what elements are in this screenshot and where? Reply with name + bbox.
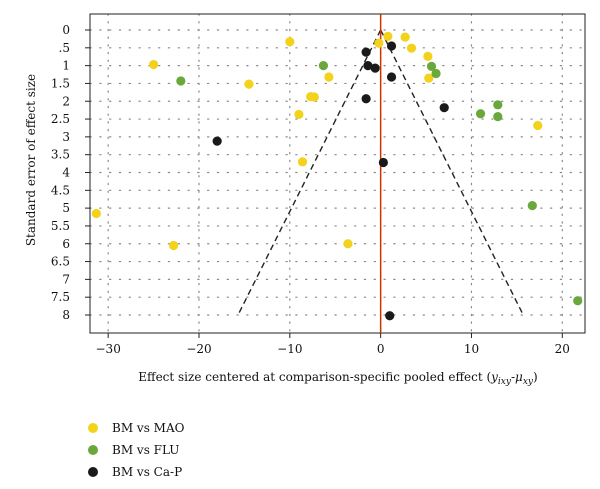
- y-tick-label: 5.5: [51, 219, 70, 233]
- point-bm-vs-mao: [383, 31, 393, 42]
- legend-marker-mao: [88, 423, 98, 433]
- point-bm-vs-ca-p: [361, 94, 371, 104]
- point-bm-vs-ca-p: [386, 72, 397, 82]
- legend-marker-cap: [88, 467, 98, 477]
- point-bm-vs-mao: [309, 92, 319, 102]
- legend-item-flu: BM vs FLU: [88, 439, 184, 461]
- x-tick-label: −30: [96, 342, 121, 356]
- point-bm-vs-ca-p: [361, 47, 371, 57]
- x-axis-close: ): [533, 370, 538, 384]
- point-bm-vs-mao: [294, 109, 304, 120]
- point-bm-vs-ca-p: [378, 157, 388, 168]
- point-bm-vs-mao: [423, 51, 433, 61]
- legend-label-flu: BM vs FLU: [112, 443, 180, 457]
- point-bm-vs-ca-p: [212, 136, 222, 146]
- y-axis-title: Standard error of effect size: [24, 74, 38, 246]
- point-bm-vs-flu: [318, 61, 329, 71]
- y-tick-label: 2.5: [51, 112, 70, 126]
- x-axis-var-mu: μ: [515, 370, 523, 384]
- point-bm-vs-flu: [493, 100, 503, 110]
- x-tick-label: −10: [277, 342, 302, 356]
- y-tick-label: 7: [62, 272, 70, 286]
- point-bm-vs-flu: [431, 68, 441, 79]
- legend-item-cap: BM vs Ca-P: [88, 461, 184, 483]
- y-tick-label: .5: [59, 41, 70, 55]
- point-bm-vs-flu: [426, 61, 437, 71]
- x-axis-title: Effect size centered at comparison-speci…: [138, 370, 537, 387]
- point-bm-vs-mao: [285, 37, 295, 47]
- x-tick-label: 20: [555, 342, 570, 356]
- y-tick-label: 0: [62, 23, 70, 37]
- x-tick-label: −20: [186, 342, 211, 356]
- y-tick-label: 4: [62, 166, 70, 180]
- x-tick-label: 0: [377, 342, 385, 356]
- axis-ticks: 0 .5 1 1.5 2 2.5 3 3.5 4 4.5 5 5.5 6 6.5 7 7.5 8 −30 −20 −1…: [51, 23, 570, 356]
- y-tick-label: 6.5: [51, 255, 70, 269]
- legend: BM vs MAO BM vs FLU BM vs Ca-P: [88, 417, 184, 483]
- point-bm-vs-mao: [148, 59, 159, 70]
- y-tick-label: 3.5: [51, 148, 70, 162]
- point-bm-vs-mao: [406, 43, 417, 53]
- point-bm-vs-mao: [91, 208, 101, 219]
- x-axis-minus: -: [511, 370, 515, 384]
- point-bm-vs-flu: [475, 109, 486, 119]
- point-bm-vs-mao: [168, 240, 179, 251]
- x-axis-var-y: y: [490, 370, 498, 384]
- point-bm-vs-mao: [244, 79, 254, 89]
- point-bm-vs-flu: [527, 201, 537, 211]
- y-tick-label: 3: [62, 130, 70, 144]
- point-bm-vs-ca-p: [363, 61, 373, 71]
- funnel-lines: [237, 29, 524, 316]
- x-axis-title-main: Effect size centered at comparison-speci…: [138, 370, 491, 384]
- point-bm-vs-flu: [176, 76, 186, 86]
- x-tick-label: 10: [464, 342, 479, 356]
- point-bm-vs-ca-p: [385, 311, 395, 321]
- legend-label-mao: BM vs MAO: [112, 421, 185, 435]
- y-tick-label: 4.5: [51, 183, 70, 197]
- plot-frame: [89, 13, 586, 334]
- legend-label-cap: BM vs Ca-P: [112, 465, 183, 479]
- y-tick-label: 8: [62, 308, 70, 322]
- grid: [89, 13, 586, 334]
- point-bm-vs-mao: [343, 239, 353, 249]
- y-tick-label: 6: [62, 237, 70, 251]
- y-tick-label: 5: [62, 201, 70, 215]
- x-axis-sub-mu: xy: [523, 377, 534, 387]
- point-bm-vs-mao: [424, 73, 434, 83]
- funnel-line-right: [380, 29, 524, 316]
- legend-item-mao: BM vs MAO: [88, 417, 184, 439]
- point-bm-vs-ca-p: [386, 41, 397, 51]
- point-bm-vs-flu: [493, 111, 503, 122]
- y-tick-label: 2: [62, 94, 70, 108]
- point-bm-vs-mao: [533, 120, 543, 131]
- y-tick-label: 1.5: [51, 76, 70, 90]
- y-tick-label: 1: [62, 59, 70, 73]
- y-tick-label: 7.5: [51, 290, 70, 304]
- point-bm-vs-mao: [297, 157, 308, 167]
- point-bm-vs-mao: [324, 72, 334, 82]
- legend-marker-flu: [88, 445, 98, 455]
- point-bm-vs-flu: [573, 296, 583, 306]
- point-bm-vs-mao: [400, 32, 410, 42]
- point-bm-vs-mao: [374, 38, 384, 48]
- data-points: [91, 31, 583, 321]
- x-axis-sub-y: ixy: [498, 377, 512, 387]
- point-bm-vs-ca-p: [439, 103, 449, 113]
- funnel-line-left: [237, 29, 382, 316]
- point-bm-vs-ca-p: [370, 63, 380, 73]
